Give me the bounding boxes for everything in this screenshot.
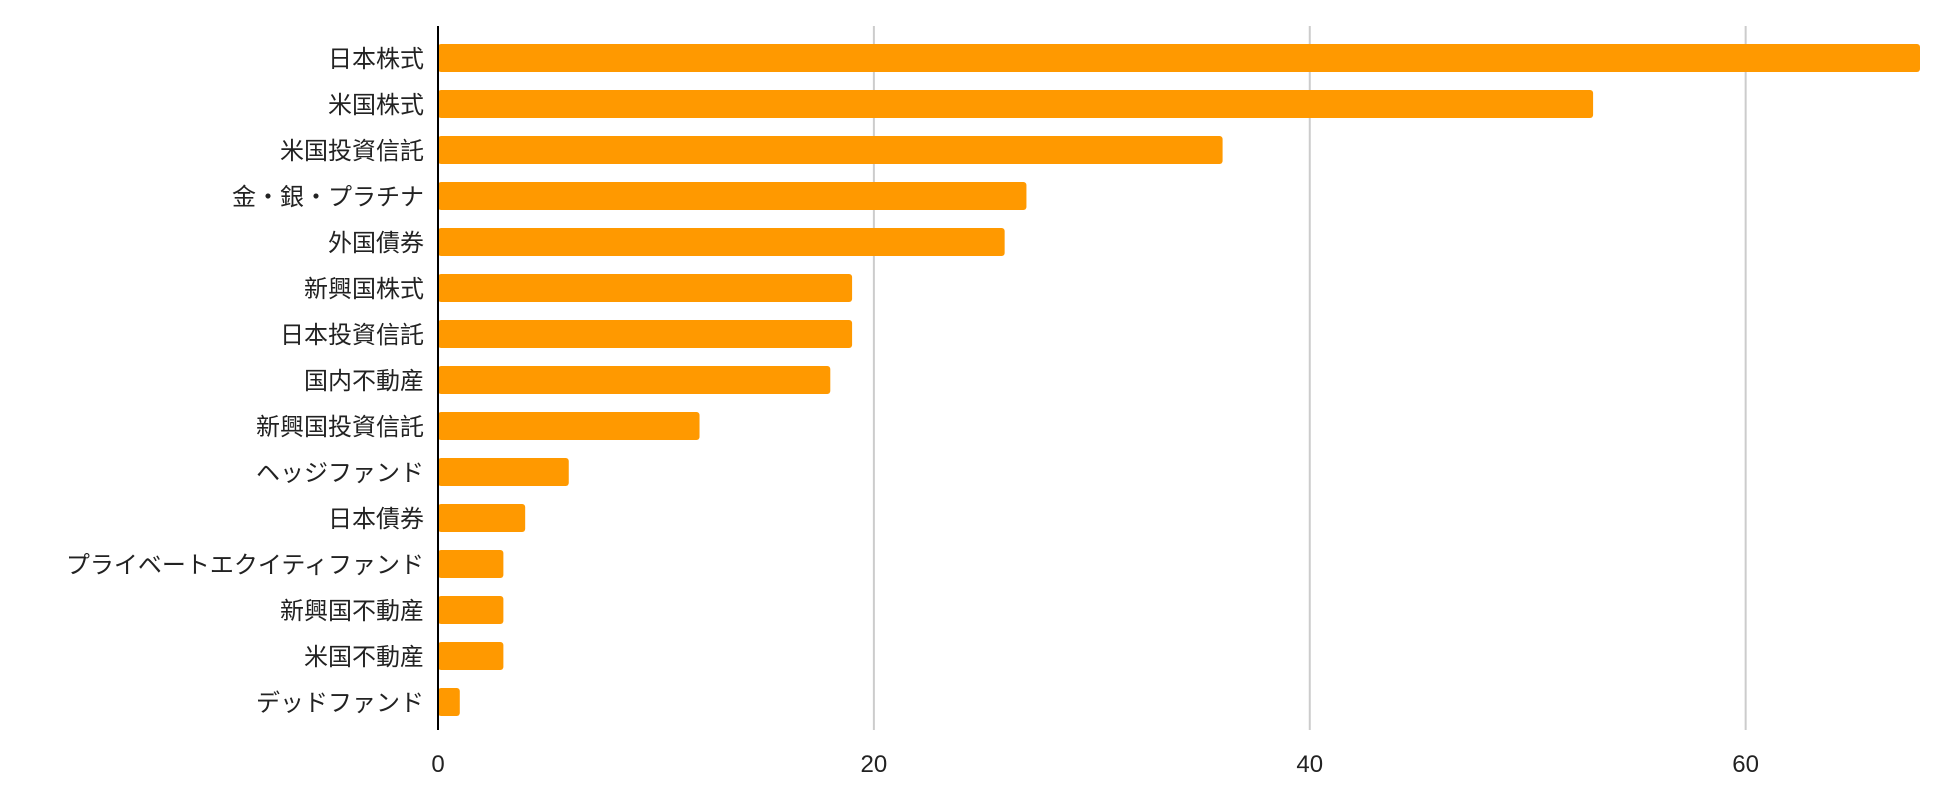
bar (438, 412, 700, 440)
bar (438, 90, 1594, 118)
x-tick-label: 60 (1732, 751, 1759, 778)
bar (438, 458, 569, 486)
bar (438, 366, 831, 394)
category-label: 米国不動産 (304, 643, 424, 671)
bar (438, 44, 1920, 72)
category-label: 外国債券 (328, 229, 424, 257)
category-label: 米国投資信託 (280, 137, 424, 165)
bar (438, 228, 1005, 256)
category-label: 新興国株式 (304, 275, 424, 303)
bar (438, 274, 853, 302)
category-label: 日本株式 (328, 45, 424, 73)
x-tick-label: 0 (431, 751, 444, 778)
category-label: 新興国不動産 (280, 597, 424, 625)
gridlines (872, 26, 1747, 730)
x-tick-label: 40 (1296, 751, 1323, 778)
bar (438, 688, 460, 716)
x-tick-label: 20 (861, 751, 888, 778)
category-label: 金・銀・プラチナ (232, 183, 424, 211)
category-label: 日本投資信託 (280, 321, 424, 349)
bar (438, 596, 504, 624)
bar (438, 550, 504, 578)
bar (438, 182, 1027, 210)
bar (438, 504, 526, 532)
category-labels: 日本株式米国株式米国投資信託金・銀・プラチナ外国債券新興国株式日本投資信託国内不… (66, 45, 424, 717)
category-label: 国内不動産 (304, 367, 424, 395)
bar (438, 320, 853, 348)
category-label: 新興国投資信託 (256, 413, 424, 441)
category-label: ヘッジファンド (256, 459, 424, 487)
bar (438, 642, 504, 670)
x-tick-labels: 0 20 40 60 (431, 751, 1759, 778)
bar (438, 136, 1223, 164)
category-label: 日本債券 (328, 505, 424, 533)
bars (438, 44, 1920, 716)
category-label: プライベートエクイティファンド (66, 551, 424, 579)
category-label: 米国株式 (328, 91, 424, 119)
category-label: デッドファンド (256, 689, 424, 717)
